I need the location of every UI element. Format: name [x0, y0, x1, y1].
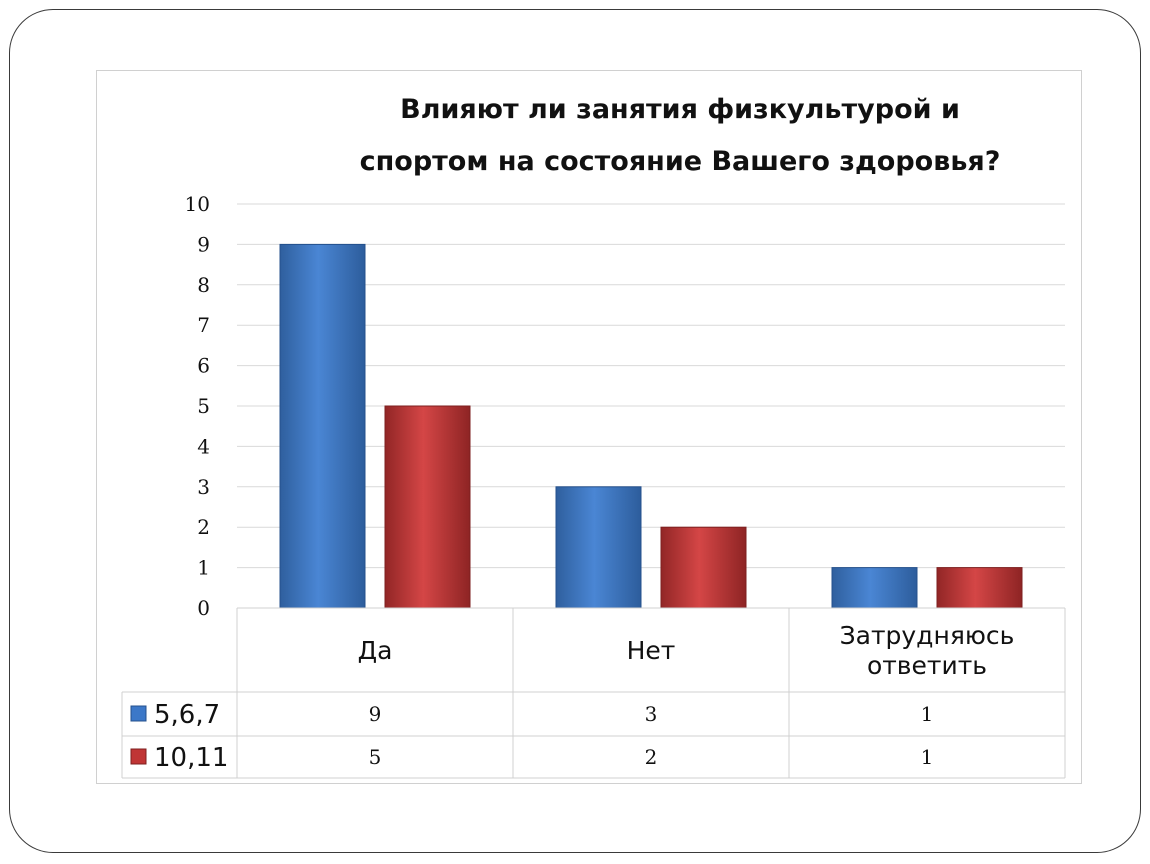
legend-label: 5,6,7: [154, 700, 220, 730]
legend-swatch-5,6,7: [130, 705, 147, 722]
table-value: 2: [645, 745, 658, 769]
y-tick-label: 9: [197, 232, 210, 256]
y-tick-label: 8: [197, 273, 210, 297]
y-tick-label: 0: [197, 596, 210, 620]
y-tick-label: 3: [197, 475, 210, 499]
y-tick-label: 1: [197, 556, 210, 580]
legend-swatch-10,11: [130, 748, 147, 765]
y-tick-label: 5: [197, 394, 210, 418]
category-label: Да: [358, 636, 393, 665]
bar-10,11-1: [660, 526, 747, 609]
table-value: 3: [645, 702, 658, 726]
chart-area: [96, 70, 1082, 784]
category-label: Нет: [627, 636, 676, 665]
table-value: 9: [369, 702, 382, 726]
chart-title: Влияют ли занятия физкультурой и спортом…: [300, 84, 1060, 188]
bar-10,11-2: [936, 567, 1023, 609]
bar-5,6,7-0: [279, 243, 366, 609]
chart-title-line-1: Влияют ли занятия физкультурой и: [400, 94, 960, 125]
bar-5,6,7-2: [831, 567, 918, 609]
bar-5,6,7-1: [555, 486, 642, 609]
table-value: 1: [921, 702, 934, 726]
y-tick-label: 4: [197, 434, 210, 458]
category-label: ответить: [867, 651, 987, 680]
gridlines: [237, 203, 1065, 569]
bar-10,11-0: [384, 405, 471, 609]
slide-frame: [9, 9, 1141, 853]
y-tick-label: 2: [197, 515, 210, 539]
chart-title-line-2: спортом на состояние Вашего здоровья?: [359, 146, 1001, 177]
y-tick-label: 10: [185, 192, 210, 216]
table-value: 5: [369, 745, 382, 769]
bars: [279, 243, 1023, 609]
y-axis-ticks: 0 1 2 3 4 5 6 7 8 9 10: [185, 192, 210, 620]
category-label: Затрудняюсь: [840, 621, 1015, 650]
y-tick-label: 7: [197, 313, 210, 337]
legend-label: 10,11: [154, 743, 228, 773]
table-value: 1: [921, 745, 934, 769]
y-tick-label: 6: [197, 354, 210, 378]
